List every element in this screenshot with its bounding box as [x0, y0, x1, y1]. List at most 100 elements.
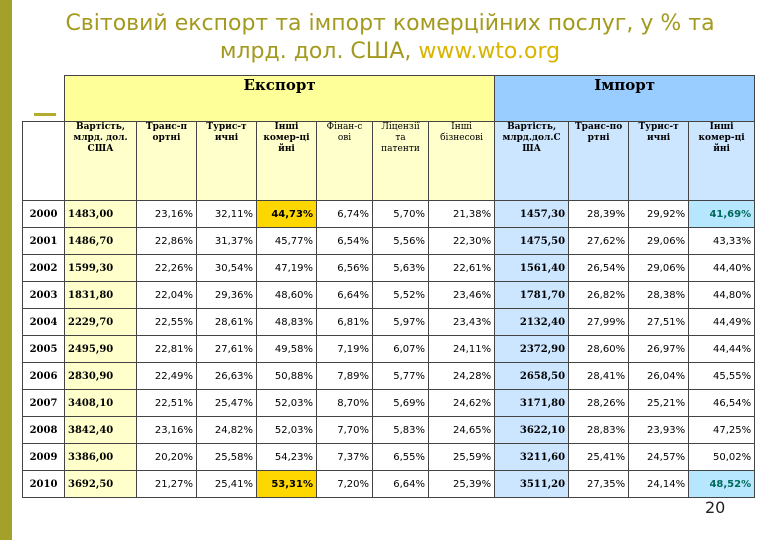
export-total-cell: 2495,90	[64, 335, 137, 363]
value-cell: 24,65%	[427, 416, 496, 444]
value-cell: 29,92%	[628, 200, 690, 228]
column-header: Вартість, млрд. дол. США	[64, 121, 137, 201]
value-cell: 22,55%	[136, 308, 197, 336]
value-cell: 29,06%	[628, 227, 690, 255]
table-row: 2000 1483,00 23,16% 32,11% 44,73% 6,74% 5,70% 2…	[22, 200, 756, 228]
value-cell: 22,51%	[136, 389, 197, 417]
value-cell: 22,26%	[136, 254, 197, 282]
value-cell: 7,20%	[316, 470, 373, 498]
value-cell: 5,70%	[372, 200, 429, 228]
value-cell: 29,36%	[196, 281, 257, 309]
year-cell: 2006	[22, 362, 65, 390]
column-header: Ліцензії та патенти	[372, 121, 429, 201]
table-row: 2001 1486,70 22,86% 31,37% 45,77% 6,54% 5,56% 2…	[22, 227, 756, 255]
value-cell: 44,73%	[256, 200, 317, 228]
value-cell: 25,21%	[628, 389, 690, 417]
value-cell: 27,62%	[568, 227, 630, 255]
export-total-cell: 3408,10	[64, 389, 137, 417]
value-cell: 6,64%	[372, 470, 429, 498]
export-total-cell: 2830,90	[64, 362, 137, 390]
table-row: 2005 2495,90 22,81% 27,61% 49,58% 7,19% 6,07% 2…	[22, 335, 756, 363]
import-total-cell: 3171,80	[494, 389, 570, 417]
table-row: 2003 1831,80 22,04% 29,36% 48,60% 6,64% 5,52% 2…	[22, 281, 756, 309]
value-cell: 5,97%	[372, 308, 429, 336]
value-cell: 50,02%	[688, 443, 756, 471]
value-cell: 44,44%	[688, 335, 756, 363]
import-total-cell: 1475,50	[494, 227, 570, 255]
table-row: 2007 3408,10 22,51% 25,47% 52,03% 8,70% 5,69% 2…	[22, 389, 756, 417]
trade-table: Експорт Імпорт Вартість, млрд. дол. США Т…	[22, 75, 756, 498]
value-cell: 23,46%	[427, 281, 496, 309]
export-total-cell: 1599,30	[64, 254, 137, 282]
value-cell: 5,52%	[372, 281, 429, 309]
export-total-cell: 3692,50	[64, 470, 137, 498]
value-cell: 26,63%	[196, 362, 257, 390]
column-header: Турис-т ичні	[628, 121, 690, 201]
import-total-cell: 3511,20	[494, 470, 570, 498]
value-cell: 6,56%	[316, 254, 373, 282]
value-cell: 32,11%	[196, 200, 257, 228]
export-total-cell: 2229,70	[64, 308, 137, 336]
value-cell: 25,41%	[568, 443, 630, 471]
value-cell: 27,99%	[568, 308, 630, 336]
table-row: 2008 3842,40 23,16% 24,82% 52,03% 7,70% 5,83% 2…	[22, 416, 756, 444]
export-total-cell: 3842,40	[64, 416, 137, 444]
value-cell: 29,06%	[628, 254, 690, 282]
column-header: Турис-т ичні	[196, 121, 257, 201]
value-cell: 28,83%	[568, 416, 630, 444]
value-cell: 5,83%	[372, 416, 429, 444]
value-cell: 44,49%	[688, 308, 756, 336]
value-cell: 52,03%	[256, 389, 317, 417]
value-cell: 23,16%	[136, 200, 197, 228]
value-cell: 22,81%	[136, 335, 197, 363]
title-text: Світовий експорт та імпорт комерційних п…	[65, 11, 715, 64]
column-header: Інші бізнесові	[427, 121, 496, 201]
value-cell: 22,86%	[136, 227, 197, 255]
value-cell: 6,81%	[316, 308, 373, 336]
value-cell: 5,69%	[372, 389, 429, 417]
export-group-header: Експорт	[63, 75, 496, 122]
value-cell: 43,33%	[688, 227, 756, 255]
export-total-cell: 3386,00	[64, 443, 137, 471]
table-row: 2004 2229,70 22,55% 28,61% 48,83% 6,81% 5,97% 2…	[22, 308, 756, 336]
value-cell: 47,25%	[688, 416, 756, 444]
value-cell: 28,41%	[568, 362, 630, 390]
export-total-cell: 1486,70	[64, 227, 137, 255]
value-cell: 7,89%	[316, 362, 373, 390]
import-total-cell: 2132,40	[494, 308, 570, 336]
import-total-cell: 1457,30	[494, 200, 570, 228]
value-cell: 21,38%	[427, 200, 496, 228]
value-cell: 23,16%	[136, 416, 197, 444]
export-total-cell: 1831,80	[64, 281, 137, 309]
value-cell: 26,04%	[628, 362, 690, 390]
value-cell: 54,23%	[256, 443, 317, 471]
value-cell: 22,04%	[136, 281, 197, 309]
import-total-cell: 1781,70	[494, 281, 570, 309]
import-total-cell: 2372,90	[494, 335, 570, 363]
value-cell: 48,83%	[256, 308, 317, 336]
year-cell: 2001	[22, 227, 65, 255]
value-cell: 24,57%	[628, 443, 690, 471]
year-header-cell	[22, 121, 65, 201]
year-cell: 2002	[22, 254, 65, 282]
value-cell: 26,97%	[628, 335, 690, 363]
column-header: Вартість, млрд.дол.С ША	[494, 121, 570, 201]
column-header: Інші комер-ці йні	[256, 121, 317, 201]
value-cell: 48,52%	[688, 470, 756, 498]
value-cell: 5,63%	[372, 254, 429, 282]
value-cell: 45,77%	[256, 227, 317, 255]
value-cell: 26,54%	[568, 254, 630, 282]
value-cell: 7,37%	[316, 443, 373, 471]
year-cell: 2005	[22, 335, 65, 363]
column-header: Фінан-с ові	[316, 121, 373, 201]
value-cell: 6,55%	[372, 443, 429, 471]
value-cell: 24,11%	[427, 335, 496, 363]
year-cell: 2000	[22, 200, 65, 228]
value-cell: 45,55%	[688, 362, 756, 390]
value-cell: 27,61%	[196, 335, 257, 363]
table-row: 2009 3386,00 20,20% 25,58% 54,23% 7,37% 6,55% 2…	[22, 443, 756, 471]
value-cell: 24,82%	[196, 416, 257, 444]
import-total-cell: 3622,10	[494, 416, 570, 444]
value-cell: 50,88%	[256, 362, 317, 390]
value-cell: 23,43%	[427, 308, 496, 336]
